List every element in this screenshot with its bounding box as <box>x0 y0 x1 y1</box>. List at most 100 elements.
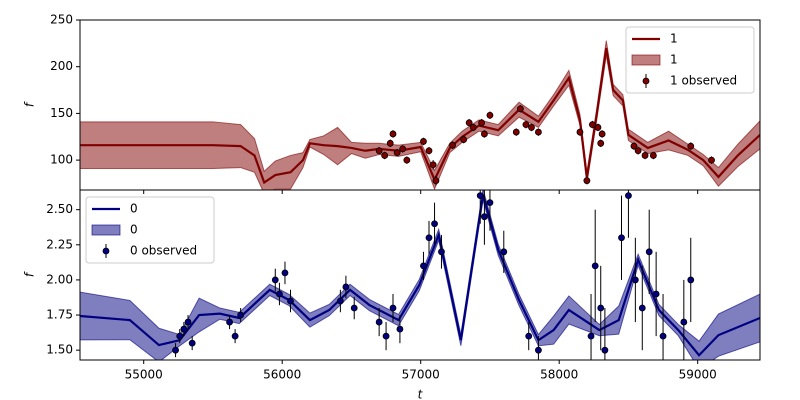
observed-point <box>176 332 184 340</box>
observed-point <box>589 121 596 129</box>
observed-point <box>598 130 606 138</box>
observed-point <box>403 156 411 164</box>
y-axis-label: f <box>23 271 37 277</box>
legend-box <box>85 196 215 264</box>
observed-point <box>465 119 473 127</box>
observed-point <box>399 145 407 153</box>
observed-point <box>389 304 397 312</box>
observed-point <box>528 124 535 131</box>
observed-point <box>382 332 390 340</box>
mean-line <box>80 194 760 357</box>
observed-point <box>281 269 289 277</box>
y-tick-label: 100 <box>50 153 73 167</box>
y-tick-label: 1.50 <box>46 343 73 357</box>
x-axis-label: t <box>418 388 424 400</box>
legend-label: 1 observed <box>670 74 737 88</box>
observed-point <box>631 276 639 284</box>
observed-point <box>480 213 488 221</box>
observed-point <box>587 332 595 340</box>
observed-point <box>500 248 508 256</box>
observed-point <box>276 290 283 298</box>
observed-point <box>342 283 350 291</box>
observed-point <box>687 276 695 284</box>
y-tick-label: 200 <box>50 59 73 73</box>
y-tick-label: 1.75 <box>46 308 73 322</box>
plot-area <box>80 40 760 190</box>
axes-frame <box>79 189 761 361</box>
legend-band <box>631 54 661 66</box>
observed-point <box>438 248 445 256</box>
observed-point <box>512 128 520 136</box>
legend: 0 0 0 observed <box>85 196 215 264</box>
observed-point <box>625 192 632 200</box>
observed-point <box>226 318 233 326</box>
observed-point <box>634 147 642 155</box>
y-tick-label: 250 <box>50 13 73 27</box>
observed-point <box>469 124 477 131</box>
observed-point <box>535 346 542 354</box>
legend-band <box>91 224 121 236</box>
observed-point <box>480 130 488 138</box>
observed-point <box>645 248 653 256</box>
observed-point <box>231 332 239 340</box>
panel: 100 150 200 250 f 1 1 1 observed <box>23 13 761 191</box>
y-tick-label: 2.50 <box>46 202 73 216</box>
observed-point <box>638 304 646 312</box>
observed-point <box>237 311 245 319</box>
mean-line <box>80 47 760 185</box>
panel: 1.50 1.75 2.00 2.25 2.50 55000 56000 57000 58000… <box>23 189 761 400</box>
observed-point <box>594 124 602 131</box>
observed-point <box>449 141 456 149</box>
plot-area <box>80 190 760 360</box>
observed-point <box>381 152 389 159</box>
observed-point <box>420 262 427 270</box>
observed-point <box>618 234 625 242</box>
observed-point <box>591 262 599 270</box>
y-tick-label: 2.00 <box>46 272 73 286</box>
observed-point <box>375 318 383 326</box>
observed-point <box>630 142 638 150</box>
observed-point <box>641 152 649 159</box>
observed-point <box>172 346 179 354</box>
observed-point <box>425 147 433 155</box>
observed-point <box>659 332 667 340</box>
observed-point <box>336 297 344 305</box>
observed-point <box>386 139 394 147</box>
legend-label: 1 <box>670 32 678 46</box>
observed-point <box>375 147 383 155</box>
observed-point <box>680 318 688 326</box>
observed-point <box>486 111 494 119</box>
observed-point <box>601 346 609 354</box>
observed-point <box>271 276 279 284</box>
y-tick-label: 2.25 <box>46 237 73 251</box>
legend-point <box>102 247 110 255</box>
observed-point <box>396 325 404 333</box>
observed-point <box>597 304 605 312</box>
observed-point <box>576 128 584 136</box>
observed-point <box>517 105 524 113</box>
observed-point <box>708 156 715 164</box>
observed-point <box>478 119 486 127</box>
x-tick-label: 56000 <box>263 368 301 382</box>
y-tick-label: 150 <box>50 106 73 120</box>
observed-point <box>522 121 530 129</box>
x-tick-label: 55000 <box>125 368 163 382</box>
observed-point <box>649 152 657 159</box>
observed-point <box>460 136 468 143</box>
observed-point <box>420 138 427 145</box>
x-tick-label: 59000 <box>679 368 717 382</box>
legend-label: 0 <box>130 223 138 237</box>
observed-point <box>287 297 294 305</box>
observed-point <box>184 318 192 326</box>
observed-point <box>583 177 591 185</box>
x-tick-label: 58000 <box>540 368 578 382</box>
observed-point <box>431 220 438 228</box>
y-axis-label: f <box>23 101 37 107</box>
observed-point <box>535 128 542 136</box>
observed-point <box>429 161 437 169</box>
legend-label: 0 observed <box>130 244 197 258</box>
observed-point <box>597 139 605 147</box>
observed-point <box>188 339 196 347</box>
confidence-band <box>80 190 760 360</box>
